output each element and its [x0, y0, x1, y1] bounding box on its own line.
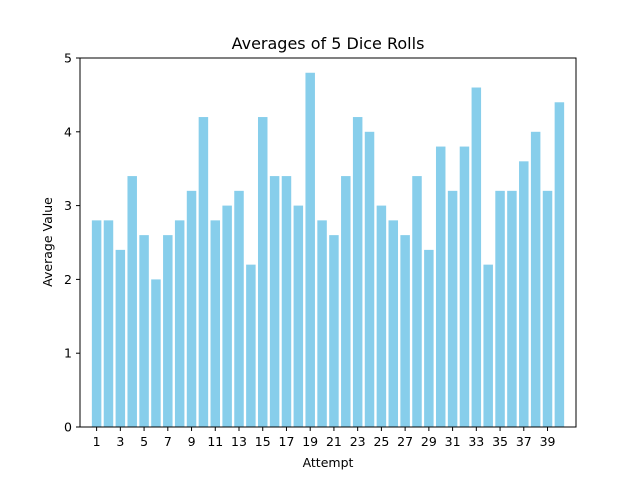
x-tick-label: 37: [516, 434, 532, 449]
x-tick-label: 39: [540, 434, 556, 449]
bar-attempt-19: [305, 72, 315, 427]
plot-frame: [79, 57, 577, 428]
bar-attempt-33: [471, 87, 482, 428]
x-tick-label: 27: [397, 434, 413, 449]
chart-title: Averages of 5 Dice Rolls: [232, 34, 425, 53]
y-tick-label: 0: [64, 420, 72, 435]
x-tick-label: 3: [116, 434, 124, 449]
bar-attempt-5: [139, 235, 149, 427]
x-tick-label: 5: [140, 434, 148, 449]
y-tick-label: 2: [64, 272, 72, 287]
bar-attempt-15: [257, 117, 268, 427]
bar-attempt-14: [246, 264, 256, 427]
x-tick-label: 21: [326, 434, 342, 449]
bar-attempt-10: [198, 117, 209, 427]
x-tick-label: 31: [445, 434, 461, 449]
bar-attempt-7: [163, 235, 173, 427]
x-tick-label: 7: [164, 434, 172, 449]
bar-attempt-1: [91, 220, 102, 427]
bar-attempt-28: [412, 176, 422, 427]
x-tick-label: 25: [373, 434, 389, 449]
bar-attempt-36: [507, 190, 517, 427]
y-axis-label: Average Value: [40, 197, 55, 287]
bar-attempt-20: [317, 220, 327, 427]
bar-attempt-12: [222, 205, 232, 427]
bar-attempt-35: [495, 190, 505, 427]
bar-attempt-31: [447, 190, 458, 427]
x-tick-label: 33: [468, 434, 484, 449]
bar-attempt-27: [400, 235, 410, 427]
x-tick-label: 19: [302, 434, 318, 449]
bar-attempt-29: [424, 249, 434, 427]
bar-attempt-9: [186, 190, 197, 427]
bar-attempt-8: [174, 220, 185, 427]
x-tick-label: 9: [188, 434, 196, 449]
x-tick-label: 29: [421, 434, 437, 449]
bar-attempt-18: [293, 205, 304, 427]
x-axis-label: Attempt: [303, 455, 354, 470]
bar-attempt-34: [483, 264, 493, 427]
x-tick-label: 13: [231, 434, 247, 449]
x-tick-label: 17: [279, 434, 295, 449]
bar-attempt-38: [530, 131, 541, 428]
y-tick-label: 4: [64, 124, 72, 139]
y-tick-label: 3: [64, 198, 72, 213]
y-tick-label: 5: [64, 51, 72, 66]
bar-attempt-4: [127, 176, 137, 427]
bar-attempt-21: [329, 235, 339, 427]
bar-attempt-6: [151, 279, 161, 427]
y-ticks-group: 0 1 2 3 4 5: [64, 51, 80, 435]
bar-attempt-22: [341, 176, 351, 427]
x-tick-label: 23: [350, 434, 366, 449]
bar-attempt-23: [352, 117, 363, 427]
bar-attempt-17: [281, 176, 292, 427]
bar-attempt-40: [554, 102, 565, 427]
x-ticks-group: 1 3 5 7 9 11 13 15 17 19 21 23 25 27 29 31 33 35 37 39: [93, 427, 556, 449]
bar-attempt-37: [519, 161, 529, 427]
x-tick-label: 11: [207, 434, 223, 449]
bar-attempt-13: [234, 190, 244, 427]
x-tick-label: 15: [255, 434, 271, 449]
bar-attempt-32: [459, 146, 470, 427]
bar-attempt-24: [364, 131, 375, 428]
bar-attempt-30: [435, 146, 446, 427]
bar-attempt-3: [115, 249, 126, 427]
bar-attempt-16: [269, 176, 280, 427]
bar-attempt-2: [103, 220, 114, 427]
x-tick-label: 35: [492, 434, 508, 449]
bars-group: [91, 72, 565, 428]
bar-attempt-26: [388, 220, 399, 427]
x-tick-label: 1: [93, 434, 101, 449]
bar-attempt-39: [542, 190, 553, 427]
bar-attempt-25: [376, 205, 387, 427]
y-tick-label: 1: [64, 346, 72, 361]
bar-attempt-11: [210, 220, 221, 427]
